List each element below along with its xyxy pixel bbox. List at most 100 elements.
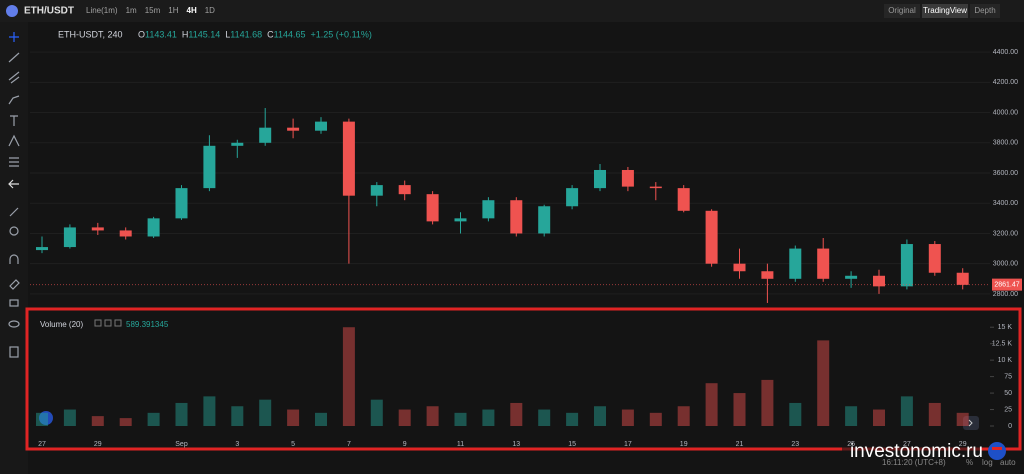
volume-tick-label: 0: [1008, 423, 1012, 430]
interval-button[interactable]: 1m: [126, 6, 137, 15]
x-tick-label: 27: [38, 441, 46, 448]
x-tick-label: 15: [568, 441, 576, 448]
x-tick-label: 5: [291, 441, 295, 448]
volume-bar: [566, 412, 579, 426]
volume-bar: [621, 409, 634, 426]
candle-body: [566, 188, 579, 207]
volume-bar: [956, 412, 969, 426]
volume-bar: [370, 399, 383, 426]
view-tab[interactable]: TradingView: [923, 6, 967, 15]
back-tool[interactable]: [8, 179, 19, 189]
candle-body: [147, 218, 160, 237]
x-tick-label: 27: [903, 441, 911, 448]
trash-tool[interactable]: [9, 346, 19, 358]
x-tick-label: 29: [959, 441, 967, 448]
candle-body: [873, 275, 885, 287]
candle-body: [315, 121, 327, 131]
candle-body: [900, 244, 913, 287]
brush-tool[interactable]: [8, 95, 20, 105]
candle-body: [370, 185, 383, 196]
visibility-tool[interactable]: [8, 320, 20, 328]
candle-body: [594, 169, 606, 189]
zoom-tool[interactable]: [9, 226, 19, 236]
indicator-button[interactable]: [94, 319, 102, 327]
scale-option[interactable]: log: [982, 458, 993, 467]
scroll-button[interactable]: [963, 416, 979, 430]
x-tick-label: 7: [347, 441, 351, 448]
y-tick-label: 3400.00: [993, 200, 1018, 207]
tool-icons: [8, 32, 20, 358]
tool-bar: [0, 22, 28, 474]
interval-button[interactable]: Line(1m): [86, 6, 118, 15]
volume-bar: [426, 406, 439, 426]
indicator-button[interactable]: [104, 319, 112, 327]
top-bar: [0, 0, 1024, 22]
volume-bar: [147, 412, 160, 426]
volume-tick-label: 75: [1004, 373, 1012, 380]
y-tick-label: 2800.00: [993, 291, 1018, 298]
volume-bar: [287, 409, 300, 426]
volume-bar: [733, 393, 746, 426]
candle-body: [649, 186, 662, 189]
lock-tool[interactable]: [9, 299, 19, 307]
y-tick-label: 3200.00: [993, 230, 1018, 237]
volume-tick-label: 25: [1004, 406, 1012, 413]
volume-title[interactable]: Volume (20): [40, 320, 83, 329]
lock-draw-tool[interactable]: [9, 279, 20, 290]
x-tick-label: 29: [94, 441, 102, 448]
x-tick-label: 3: [235, 441, 239, 448]
view-tab-bg: [884, 4, 920, 18]
volume-bar: [36, 412, 48, 426]
view-tab[interactable]: Depth: [974, 6, 995, 15]
legend-symbol[interactable]: ETH-USDT, 240: [58, 29, 123, 39]
scale-option[interactable]: auto: [1000, 458, 1016, 467]
scale-option[interactable]: %: [966, 458, 973, 467]
volume-bar: [482, 409, 495, 426]
volume-bar: [594, 406, 606, 426]
volume-bar: [510, 402, 523, 426]
candle-body: [928, 244, 941, 273]
interval-button[interactable]: 15m: [145, 6, 161, 15]
interval-button[interactable]: 1D: [205, 6, 215, 15]
crosshair-tool[interactable]: [9, 32, 19, 42]
watermark-icon-bar: [992, 447, 1002, 450]
pattern-tool[interactable]: [8, 134, 20, 147]
line-tool[interactable]: [8, 52, 20, 63]
last-price-box: [992, 278, 1022, 291]
ruler-tool[interactable]: [9, 207, 19, 217]
symbol[interactable]: ETH/USDT: [24, 6, 74, 17]
candle-body: [36, 247, 48, 251]
candle-body: [259, 127, 272, 143]
x-tick-label: 17: [624, 441, 632, 448]
volume-bar: [873, 409, 885, 426]
y-tick-label: 3800.00: [993, 140, 1018, 147]
interval-button[interactable]: 1H: [168, 6, 178, 15]
indicator-button[interactable]: [114, 319, 122, 327]
candle-body: [538, 206, 551, 234]
view-tab[interactable]: Original: [888, 6, 916, 15]
change: +1.25 (+0.11%): [311, 29, 372, 39]
text-tool[interactable]: [10, 115, 18, 126]
fib-tool[interactable]: [9, 157, 19, 167]
volume-bar: [649, 412, 662, 426]
magnet-tool[interactable]: [9, 254, 19, 264]
volume-bar: [398, 409, 411, 426]
candle-body: [203, 145, 216, 189]
candle-body: [789, 248, 802, 279]
ohlc-label: C: [267, 29, 274, 39]
y-tick-label: 3000.00: [993, 261, 1018, 268]
candle-body: [621, 169, 634, 187]
volume-bar: [705, 383, 718, 426]
volume-bar: [119, 418, 132, 426]
volume-bar: [677, 406, 690, 426]
volume-last: 589.391345: [126, 320, 169, 329]
x-tick-label: 13: [512, 441, 520, 448]
x-tick-label: 25: [847, 441, 855, 448]
candle-body: [677, 188, 690, 211]
channel-tool[interactable]: [8, 71, 20, 84]
highlight-frame: [25, 307, 1022, 451]
clock: 16:11:20 (UTC+8): [882, 458, 946, 467]
interval-button[interactable]: 4H: [187, 6, 197, 15]
